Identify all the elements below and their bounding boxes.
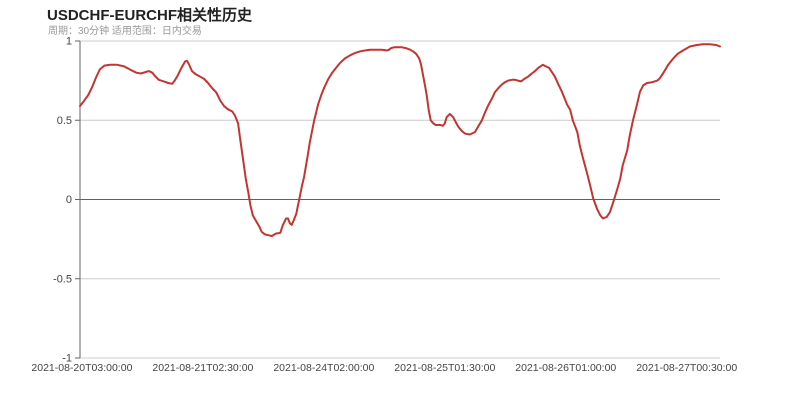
x-tick-label: 2021-08-25T01:30:00: [394, 362, 495, 374]
y-tick-label: -0.5: [53, 273, 72, 285]
y-tick-label: 0: [66, 194, 72, 206]
chart-title: USDCHF-EURCHF相关性历史: [47, 7, 252, 24]
x-tick-label: 2021-08-24T02:00:00: [273, 362, 374, 374]
y-tick-label: -1: [62, 353, 72, 365]
correlation-line: [79, 43, 721, 237]
x-tick-label: 2021-08-27T00:30:00: [636, 362, 737, 374]
x-tick-label: 2021-08-26T01:00:00: [515, 362, 616, 374]
x-tick-label: 2021-08-20T03:00:00: [31, 362, 132, 374]
chart-subtitle: 周期：30分钟 适用范围：日内交易: [48, 26, 202, 37]
x-tick-label: 2021-08-21T02:30:00: [152, 362, 253, 374]
y-tick-label: 0.5: [57, 115, 72, 127]
y-tick-label: 1: [66, 36, 72, 48]
